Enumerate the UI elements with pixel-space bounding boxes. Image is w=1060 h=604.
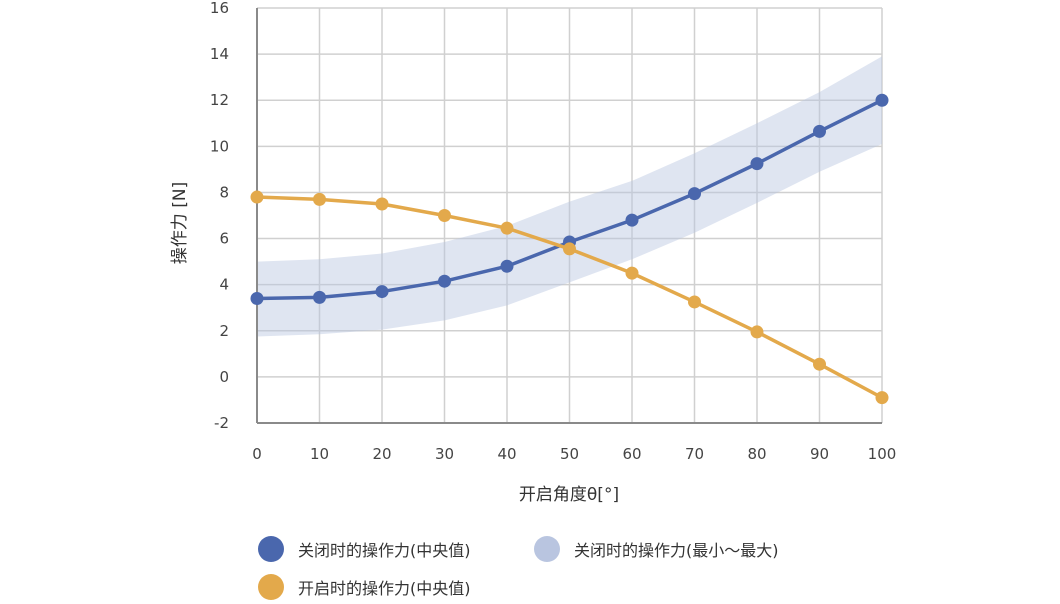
data-point-0-9 — [813, 124, 826, 138]
chart: 0 10 20 30 40 50 60 70 80 90 100 -2 0 2 4 6 8 10 12 14 16 开… — [170, 0, 896, 505]
range-band — [257, 56, 882, 337]
y-tick-label: 4 — [219, 276, 229, 294]
data-point-0-8 — [750, 157, 764, 171]
range-band-area — [257, 56, 882, 337]
data-point-1-0 — [250, 190, 264, 204]
data-point-1-6 — [625, 266, 639, 280]
data-point-1-5 — [563, 242, 576, 256]
x-tick-label: 50 — [560, 445, 579, 463]
data-point-0-2 — [375, 285, 389, 299]
x-tick-label: 30 — [435, 445, 454, 463]
legend-item-opening-median: 开启时的操作力(中央值) — [258, 574, 471, 600]
data-point-1-4 — [500, 221, 514, 235]
y-axis-title: 操作力 [N] — [170, 182, 190, 264]
data-point-0-6 — [625, 213, 639, 227]
legend-label-closing-median: 关闭时的操作力(中央值) — [298, 541, 471, 560]
data-point-1-7 — [688, 295, 701, 309]
data-point-0-0 — [250, 292, 264, 305]
x-tick-label: 40 — [497, 445, 516, 463]
x-tick-label: 20 — [372, 445, 391, 463]
legend-swatch-opening-median — [258, 574, 284, 600]
data-point-0-3 — [438, 274, 451, 288]
data-point-1-2 — [375, 197, 389, 211]
x-tick-label: 60 — [622, 445, 641, 463]
data-point-1-1 — [313, 192, 326, 206]
x-tick-label: 70 — [685, 445, 704, 463]
data-point-1-9 — [813, 357, 826, 371]
y-tick-label: -2 — [214, 414, 229, 432]
legend-swatch-closing-median — [258, 536, 284, 562]
data-point-1-3 — [438, 209, 451, 222]
data-point-0-1 — [313, 290, 326, 304]
x-tick-labels: 0 10 20 30 40 50 60 70 80 90 100 — [252, 445, 896, 463]
legend-label-closing-range: 关闭时的操作力(最小〜最大) — [574, 541, 779, 560]
data-point-1-10 — [875, 391, 889, 405]
y-tick-label: 12 — [210, 91, 229, 109]
data-point-0-10 — [875, 93, 889, 107]
data-point-1-8 — [750, 325, 764, 339]
y-tick-labels: -2 0 2 4 6 8 10 12 14 16 — [210, 0, 229, 432]
legend: 关闭时的操作力(中央值) 关闭时的操作力(最小〜最大) 开启时的操作力(中央值) — [258, 534, 958, 604]
y-tick-label: 16 — [210, 0, 229, 17]
y-tick-label: 8 — [219, 183, 229, 201]
x-tick-label: 90 — [810, 445, 829, 463]
x-tick-label: 100 — [868, 445, 897, 463]
data-point-0-7 — [688, 187, 701, 201]
y-tick-label: 2 — [219, 322, 229, 340]
y-tick-label: 6 — [219, 230, 229, 248]
legend-item-closing-range: 关闭时的操作力(最小〜最大) — [534, 536, 779, 562]
x-axis-title: 开启角度θ[°] — [519, 485, 619, 505]
axes — [256, 8, 882, 424]
legend-swatch-closing-range — [534, 536, 560, 562]
legend-label-opening-median: 开启时的操作力(中央值) — [298, 579, 471, 598]
x-tick-label: 10 — [310, 445, 329, 463]
x-tick-label: 0 — [252, 445, 262, 463]
y-tick-label: 0 — [219, 368, 229, 386]
data-point-0-4 — [500, 259, 514, 273]
y-tick-label: 10 — [210, 137, 229, 155]
y-tick-label: 14 — [210, 45, 229, 63]
legend-item-closing-median: 关闭时的操作力(中央值) — [258, 536, 471, 562]
x-tick-label: 80 — [747, 445, 766, 463]
series-points — [250, 93, 889, 405]
